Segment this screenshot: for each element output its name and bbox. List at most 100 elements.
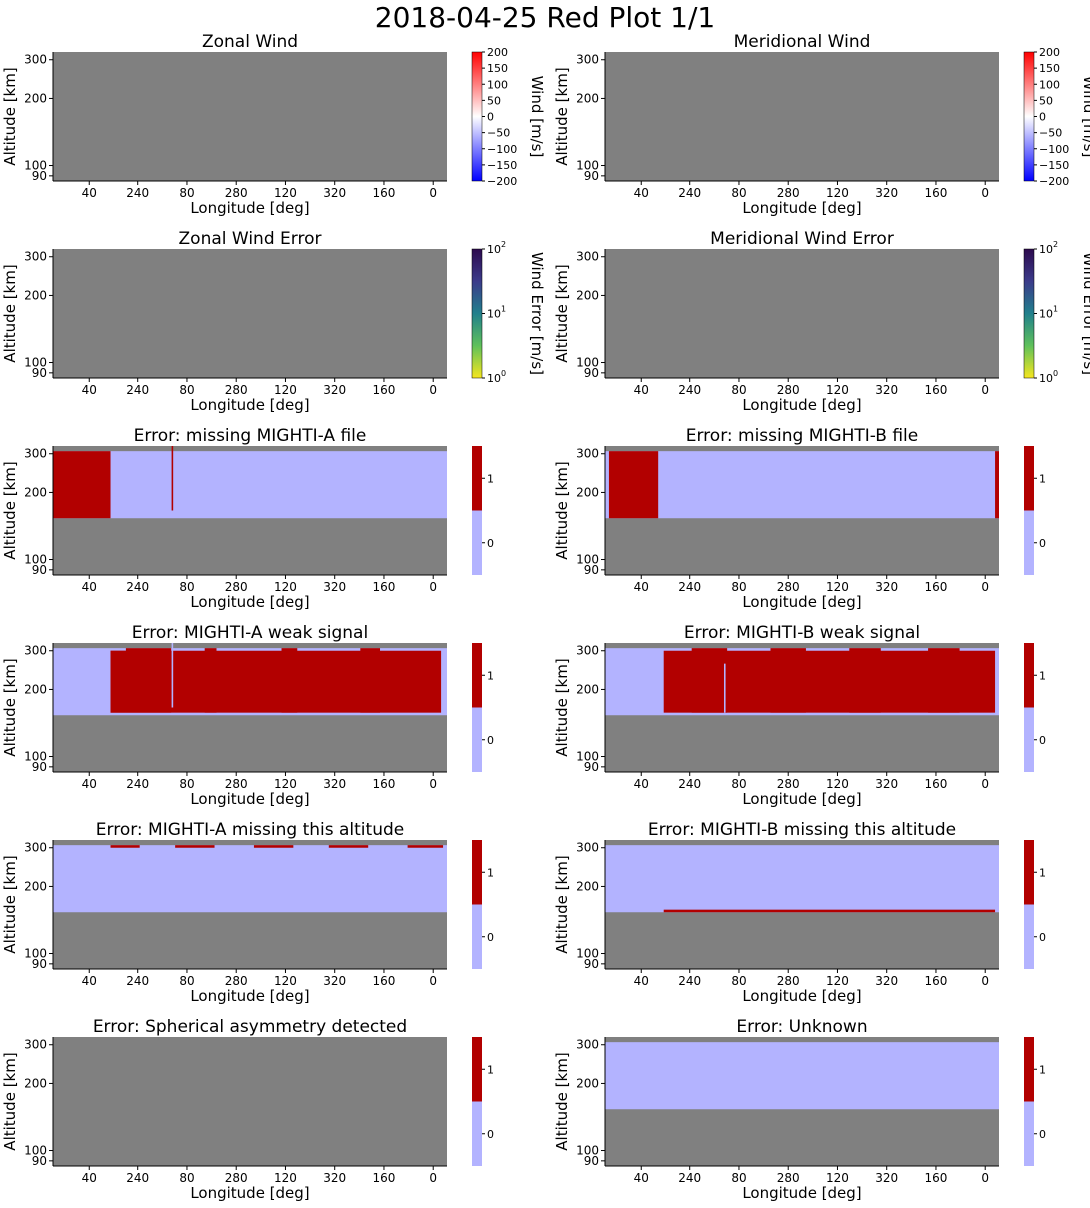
x-tick-label: 280 <box>777 777 800 791</box>
y-tick-label: 90 <box>584 760 599 774</box>
colorbar-tick-label: 1 <box>487 472 494 485</box>
x-tick-label: 320 <box>323 383 346 397</box>
figure-title: 2018-04-25 Red Plot 1/1 <box>374 1 716 34</box>
heatmap-cell-region <box>281 648 298 713</box>
colorbar-tick-label: 0 <box>487 1128 494 1141</box>
y-axis-label: Altitude [km] <box>1 264 19 362</box>
x-tick-label: 120 <box>274 1171 297 1185</box>
x-tick-label: 40 <box>634 383 649 397</box>
x-tick-label: 320 <box>875 777 898 791</box>
x-tick-label: 40 <box>82 383 97 397</box>
x-tick-label: 160 <box>373 186 396 200</box>
y-axis-label: Altitude [km] <box>1 1052 19 1150</box>
y-tick-label: 90 <box>584 1154 599 1168</box>
y-tick-label: 300 <box>576 841 599 855</box>
y-tick-label: 100 <box>576 750 599 764</box>
heatmap-no-data-background <box>605 249 999 378</box>
y-tick-label: 100 <box>576 159 599 173</box>
x-tick-label: 120 <box>826 777 849 791</box>
colorbar-tick-label: 10 <box>1039 372 1053 385</box>
heatmap-cell-region <box>175 845 215 848</box>
colorbar-tick-label: −200 <box>1039 175 1069 188</box>
x-tick-label: 80 <box>731 974 746 988</box>
heatmap-cell-region <box>605 451 999 519</box>
x-tick-label: 0 <box>981 186 989 200</box>
colorbar-tick-label: 10 <box>1039 243 1053 256</box>
x-tick-label: 160 <box>373 383 396 397</box>
heatmap-no-data-background <box>53 249 447 378</box>
colorbar <box>1023 51 1035 182</box>
y-tick-label: 90 <box>584 957 599 971</box>
y-tick-label: 200 <box>24 91 47 105</box>
colorbar-tick-label: −150 <box>1039 159 1069 172</box>
x-tick-label: 320 <box>323 186 346 200</box>
x-tick-label: 0 <box>429 383 437 397</box>
heatmap-cell-region <box>663 909 996 913</box>
x-tick-label: 0 <box>981 580 989 594</box>
colorbar-tick-exponent: 1 <box>501 305 506 314</box>
x-tick-label: 0 <box>429 1171 437 1185</box>
subplot-title: Zonal Wind Error <box>179 229 322 249</box>
subplot-title: Error: MIGHTI-A weak signal <box>132 623 368 643</box>
colorbar-tick-label: 100 <box>487 78 508 91</box>
y-tick-label: 300 <box>576 644 599 658</box>
y-axis-label: Altitude [km] <box>553 855 571 953</box>
colorbar-tick-label: 50 <box>487 94 501 107</box>
y-tick-label: 90 <box>584 563 599 577</box>
colorbar-tick-exponent: 0 <box>1053 369 1058 378</box>
x-tick-label: 320 <box>875 383 898 397</box>
x-tick-label: 40 <box>82 580 97 594</box>
x-tick-label: 320 <box>323 1171 346 1185</box>
colorbar-segment-1 <box>1024 446 1034 511</box>
colorbar-segment-1 <box>1024 643 1034 708</box>
colorbar-label: Wind Error [m/s] <box>1080 252 1090 375</box>
x-tick-label: 160 <box>925 1171 948 1185</box>
x-tick-label: 40 <box>82 777 97 791</box>
x-tick-label: 40 <box>82 186 97 200</box>
x-tick-label: 0 <box>429 580 437 594</box>
colorbar-tick-label: 1 <box>487 866 494 879</box>
x-tick-label: 40 <box>82 974 97 988</box>
colorbar-tick-label: 10 <box>487 243 501 256</box>
y-tick-label: 90 <box>584 366 599 380</box>
colorbar-tick-label: 10 <box>1039 308 1053 321</box>
x-tick-label: 280 <box>777 383 800 397</box>
x-axis-label: Longitude [deg] <box>742 396 861 414</box>
x-tick-label: 160 <box>373 777 396 791</box>
x-tick-label: 320 <box>875 186 898 200</box>
colorbar-segment-0 <box>1024 1101 1034 1166</box>
x-tick-label: 40 <box>634 974 649 988</box>
heatmap-cell-region <box>928 648 960 713</box>
x-tick-label: 240 <box>678 186 701 200</box>
y-tick-label: 90 <box>32 366 47 380</box>
heatmap-cell-region <box>204 648 217 713</box>
colorbar-tick-label: 1 <box>1039 669 1046 682</box>
y-tick-label: 100 <box>576 553 599 567</box>
x-tick-label: 80 <box>731 777 746 791</box>
x-tick-label: 120 <box>826 580 849 594</box>
colorbar-tick-label: −200 <box>487 175 517 188</box>
colorbar-segment-0 <box>472 1101 482 1166</box>
y-tick-label: 300 <box>576 53 599 67</box>
x-tick-label: 0 <box>981 383 989 397</box>
x-tick-label: 160 <box>373 974 396 988</box>
x-axis-label: Longitude [deg] <box>742 987 861 1005</box>
x-tick-label: 240 <box>678 580 701 594</box>
colorbar-segment-0 <box>1024 904 1034 969</box>
x-tick-label: 240 <box>126 383 149 397</box>
x-tick-label: 240 <box>678 383 701 397</box>
x-tick-label: 320 <box>323 777 346 791</box>
x-axis-label: Longitude [deg] <box>742 593 861 611</box>
colorbar-tick-exponent: 2 <box>1053 240 1058 249</box>
x-tick-label: 120 <box>826 383 849 397</box>
colorbar-label: Wind [m/s] <box>528 76 546 158</box>
x-axis-label: Longitude [deg] <box>742 790 861 808</box>
colorbar-tick-label: −100 <box>1039 143 1069 156</box>
subplot-title: Error: MIGHTI-A missing this altitude <box>96 820 404 840</box>
y-tick-label: 300 <box>576 447 599 461</box>
heatmap-cell-region <box>53 845 447 913</box>
colorbar-tick-label: 200 <box>487 46 508 59</box>
x-tick-label: 80 <box>179 186 194 200</box>
y-tick-label: 100 <box>24 947 47 961</box>
x-tick-label: 240 <box>678 974 701 988</box>
